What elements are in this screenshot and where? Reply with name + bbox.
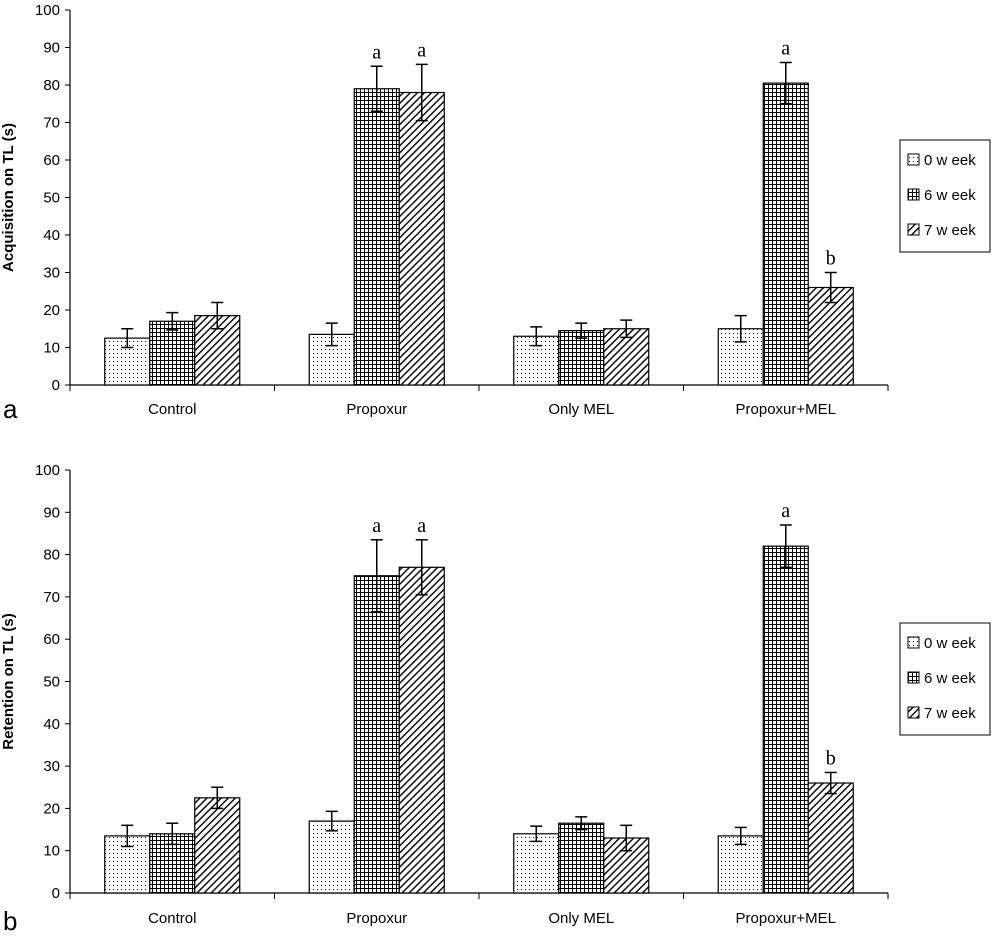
legend-label: 6 w eek — [924, 670, 976, 687]
legend-swatch-dots — [907, 636, 920, 649]
y-tick-label: 90 — [43, 40, 60, 57]
y-tick-label: 30 — [43, 758, 60, 775]
significance-label: a — [781, 38, 790, 60]
bar-hatch — [807, 782, 854, 894]
bar-dots — [513, 833, 560, 894]
significance-label: b — [826, 747, 836, 769]
legend-swatch-hatch — [907, 706, 920, 719]
x-category-label: Only MEL — [548, 401, 614, 418]
y-tick-label: 100 — [35, 2, 60, 19]
x-category-label: Propoxur+MEL — [736, 401, 836, 418]
legend-label: 6 w eek — [924, 187, 976, 204]
panel-letter: a — [3, 394, 18, 424]
y-tick-label: 80 — [43, 547, 60, 564]
chart-panel-b: 0 10 20 30 40 50 60 70 80 90 100 Retention on TL (s… — [0, 462, 991, 936]
y-tick-label: 70 — [43, 589, 60, 606]
y-axis-title: Retention on TL (s) — [0, 613, 17, 749]
x-category-label: Only MEL — [548, 910, 614, 927]
legend-label: 0 w eek — [924, 152, 976, 169]
y-tick-label: 60 — [43, 631, 60, 648]
y-tick-label: 10 — [43, 340, 60, 357]
y-tick-label: 100 — [35, 462, 60, 479]
legend-label: 7 w eek — [924, 705, 976, 722]
y-tick-label: 40 — [43, 227, 60, 244]
bar-hatch — [194, 797, 241, 894]
y-tick-label: 40 — [43, 716, 60, 733]
x-category-label: Propoxur — [346, 401, 407, 418]
significance-label: a — [781, 500, 790, 522]
legend-swatch-dots — [907, 153, 920, 166]
x-category-label: Control — [148, 910, 196, 927]
panel-letter: b — [3, 906, 17, 936]
significance-label: a — [417, 39, 426, 61]
x-category-label: Control — [148, 401, 196, 418]
bar-grid — [558, 822, 605, 894]
y-tick-label: 20 — [43, 302, 60, 319]
y-tick-label: 0 — [52, 377, 60, 394]
y-tick-label: 50 — [43, 674, 60, 691]
y-tick-label: 70 — [43, 115, 60, 132]
significance-label: b — [826, 248, 836, 270]
y-tick-label: 80 — [43, 77, 60, 94]
x-category-label: Propoxur — [346, 910, 407, 927]
y-tick-label: 20 — [43, 800, 60, 817]
bar-hatch — [398, 566, 445, 894]
legend-swatch-grid — [907, 188, 920, 201]
bar-grid — [353, 88, 400, 386]
legend-label: 7 w eek — [924, 222, 976, 239]
bar-grid — [762, 82, 809, 386]
significance-label: a — [417, 515, 426, 537]
legend-swatch-hatch — [907, 223, 920, 236]
bar-grid — [353, 575, 400, 894]
y-tick-label: 30 — [43, 265, 60, 282]
significance-label: a — [372, 41, 381, 63]
y-axis-title: Acquisition on TL (s) — [0, 123, 17, 272]
significance-label: a — [372, 515, 381, 537]
y-tick-label: 0 — [52, 885, 60, 902]
chart-panel-a: 0 10 20 30 40 50 60 70 80 90 100 Acquisition on TL … — [0, 2, 991, 424]
legend-swatch-grid — [907, 671, 920, 684]
bar-hatch — [807, 286, 854, 386]
y-tick-label: 50 — [43, 190, 60, 207]
y-tick-label: 90 — [43, 504, 60, 521]
y-tick-label: 10 — [43, 843, 60, 860]
bar-dots — [513, 335, 560, 386]
x-category-label: Propoxur+MEL — [736, 910, 836, 927]
bar-dots — [308, 820, 355, 894]
legend-label: 0 w eek — [924, 635, 976, 652]
bar-grid — [149, 320, 196, 386]
bar-grid — [762, 545, 809, 894]
bar-hatch — [398, 91, 445, 386]
y-tick-label: 60 — [43, 152, 60, 169]
